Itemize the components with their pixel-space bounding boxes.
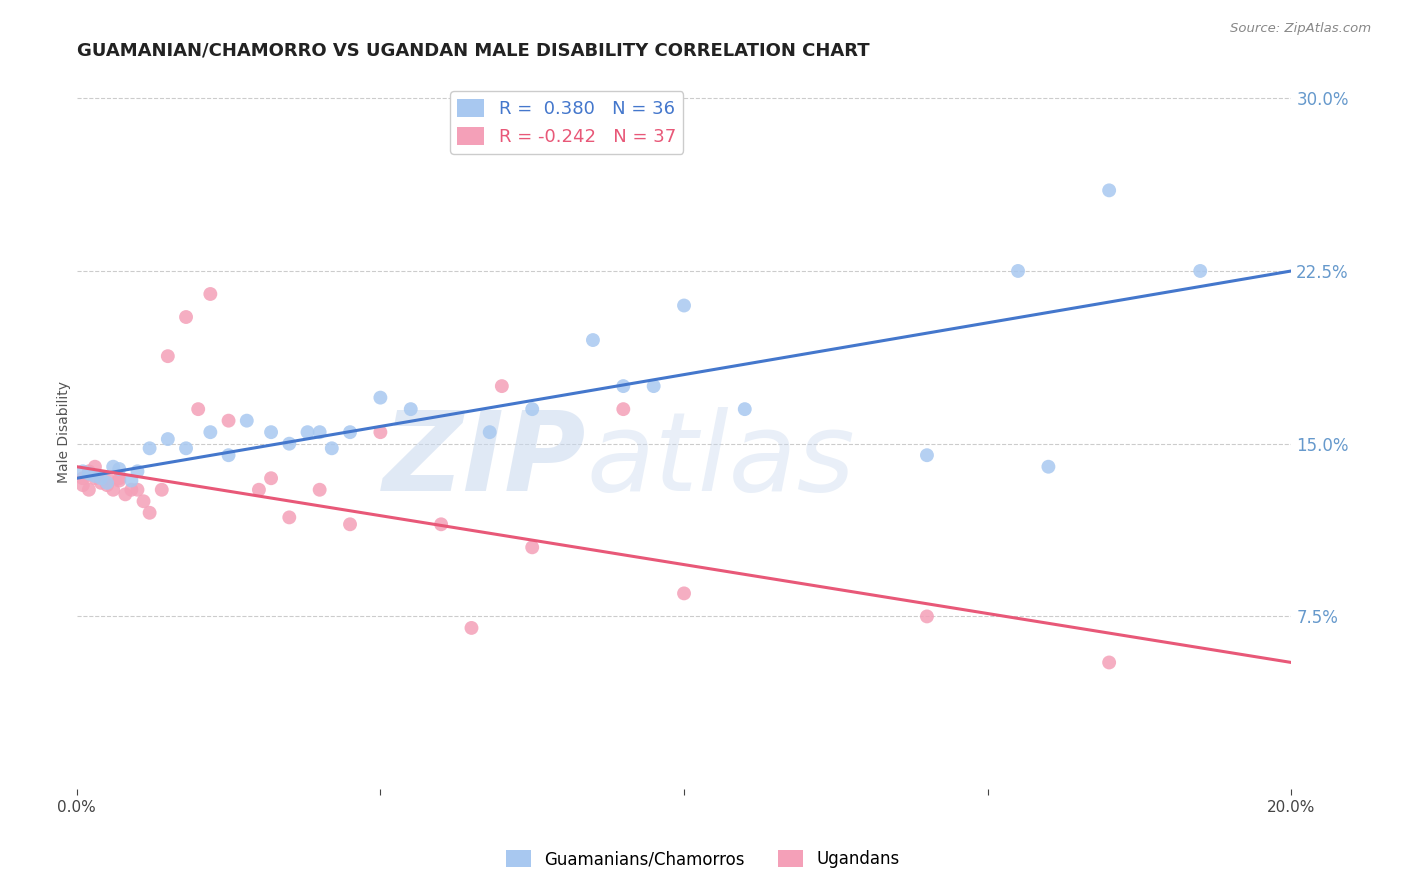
Point: [174, 442, 197, 456]
Point: [108, 462, 131, 476]
Point: [236, 414, 259, 428]
Y-axis label: Male Disability: Male Disability: [58, 381, 72, 483]
Point: [101, 483, 124, 497]
Point: [430, 517, 453, 532]
Point: [138, 506, 160, 520]
Point: [915, 448, 938, 462]
Point: [308, 425, 330, 439]
Point: [370, 425, 392, 439]
Point: [260, 425, 283, 439]
Point: [339, 517, 361, 532]
Point: [308, 483, 330, 497]
Point: [582, 333, 605, 347]
Point: [156, 349, 179, 363]
Point: [643, 379, 665, 393]
Point: [84, 469, 107, 483]
Point: [200, 287, 222, 301]
Point: [108, 474, 131, 488]
Text: GUAMANIAN/CHAMORRO VS UGANDAN MALE DISABILITY CORRELATION CHART: GUAMANIAN/CHAMORRO VS UGANDAN MALE DISAB…: [77, 42, 869, 60]
Point: [187, 402, 209, 417]
Point: [150, 483, 173, 497]
Point: [108, 471, 131, 485]
Point: [673, 298, 696, 312]
Point: [96, 475, 118, 490]
Point: [491, 379, 513, 393]
Point: [260, 471, 283, 485]
Point: [478, 425, 501, 439]
Point: [339, 425, 361, 439]
Point: [84, 459, 107, 474]
Point: [1098, 656, 1121, 670]
Point: [90, 471, 112, 485]
Point: [72, 478, 94, 492]
Point: [127, 483, 149, 497]
Point: [96, 478, 118, 492]
Text: Source: ZipAtlas.com: Source: ZipAtlas.com: [1230, 22, 1371, 36]
Point: [90, 475, 112, 490]
Point: [77, 467, 100, 481]
Point: [673, 586, 696, 600]
Point: [612, 379, 634, 393]
Point: [84, 471, 107, 485]
Point: [297, 425, 319, 439]
Point: [72, 471, 94, 485]
Point: [915, 609, 938, 624]
Text: ZIP: ZIP: [384, 408, 586, 514]
Point: [101, 459, 124, 474]
Point: [114, 487, 136, 501]
Point: [1007, 264, 1029, 278]
Point: [77, 483, 100, 497]
Point: [278, 436, 301, 450]
Point: [174, 310, 197, 324]
Point: [1098, 183, 1121, 197]
Point: [247, 483, 270, 497]
Point: [370, 391, 392, 405]
Point: [218, 448, 240, 462]
Point: [120, 474, 142, 488]
Point: [734, 402, 756, 417]
Point: [218, 414, 240, 428]
Point: [460, 621, 482, 635]
Point: [156, 432, 179, 446]
Point: [1189, 264, 1212, 278]
Point: [200, 425, 222, 439]
Point: [72, 464, 94, 478]
Point: [612, 402, 634, 417]
Point: [278, 510, 301, 524]
Point: [132, 494, 155, 508]
Point: [138, 442, 160, 456]
Point: [1038, 459, 1060, 474]
Point: [522, 402, 544, 417]
Point: [399, 402, 422, 417]
Text: atlas: atlas: [586, 408, 855, 514]
Legend: Guamanians/Chamorros, Ugandans: Guamanians/Chamorros, Ugandans: [499, 843, 907, 875]
Point: [96, 471, 118, 485]
Point: [321, 442, 343, 456]
Point: [460, 114, 482, 128]
Point: [127, 464, 149, 478]
Point: [77, 464, 100, 478]
Point: [522, 541, 544, 555]
Point: [120, 483, 142, 497]
Legend: R =  0.380   N = 36, R = -0.242   N = 37: R = 0.380 N = 36, R = -0.242 N = 37: [450, 91, 683, 153]
